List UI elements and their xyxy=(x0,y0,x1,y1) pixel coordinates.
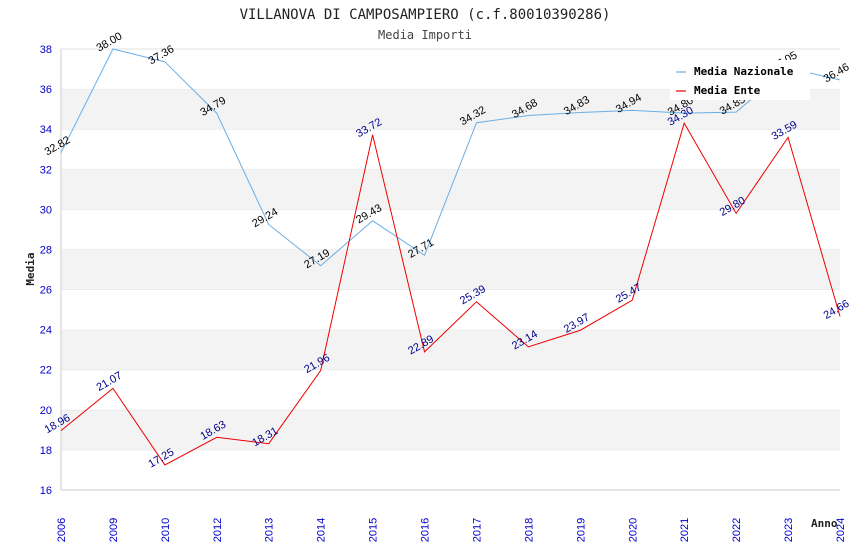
y-tick-label: 38 xyxy=(40,44,52,56)
x-tick-label: 2019 xyxy=(575,518,587,542)
y-tick-label: 34 xyxy=(40,124,52,136)
x-tick-label: 2021 xyxy=(679,518,691,542)
y-tick-labels: 16 18 20 22 24 26 28 30 32 34 36 38 xyxy=(40,44,52,497)
y-tick-label: 36 xyxy=(40,84,52,96)
y-tick-label: 26 xyxy=(40,285,52,297)
x-tick-label: 2010 xyxy=(160,518,172,542)
grid-band xyxy=(61,289,840,330)
grid-band xyxy=(61,209,840,250)
x-tick-label: 2017 xyxy=(471,518,483,542)
legend-label-media-nazionale: Media Nazionale xyxy=(694,65,794,78)
x-tick-label: 2013 xyxy=(264,518,276,542)
chart-title: VILLANOVA DI CAMPOSAMPIERO (c.f.80010390… xyxy=(240,7,611,23)
y-tick-label: 20 xyxy=(40,405,52,417)
y-tick-label: 18 xyxy=(40,445,52,457)
x-tick-label: 2024 xyxy=(835,518,847,542)
x-tick-label: 2022 xyxy=(731,518,743,542)
grid-band xyxy=(61,369,840,410)
y-tick-label: 28 xyxy=(40,244,52,256)
y-tick-label: 22 xyxy=(40,365,52,377)
grid-band xyxy=(61,449,840,490)
series-line-media-ente xyxy=(60,121,841,466)
legend: Media Nazionale Media Ente xyxy=(670,60,810,100)
chart-subtitle: Media Importi xyxy=(378,28,472,42)
legend-box xyxy=(670,60,810,100)
grid-band xyxy=(61,409,840,450)
series-lines xyxy=(60,48,841,466)
grid-bands xyxy=(61,48,840,490)
x-tick-label: 2006 xyxy=(56,518,68,542)
x-tick-label: 2020 xyxy=(627,518,639,542)
x-tick-label: 2023 xyxy=(783,518,795,542)
x-tick-label: 2015 xyxy=(368,518,380,542)
x-tick-label: 2018 xyxy=(523,518,535,542)
y-tick-label: 30 xyxy=(40,204,52,216)
legend-label-media-ente: Media Ente xyxy=(694,84,761,97)
y-tick-label: 32 xyxy=(40,164,52,176)
x-tick-label: 2014 xyxy=(316,518,328,542)
y-tick-label: 24 xyxy=(40,325,52,337)
x-tick-label: 2009 xyxy=(108,518,120,542)
x-tick-label: 2016 xyxy=(420,518,432,542)
y-axis-label: Media xyxy=(24,252,37,285)
y-tick-label: 16 xyxy=(40,485,52,497)
grid-band xyxy=(61,129,840,170)
x-tick-labels: 2006 2009 2010 2012 2013 2014 2015 2016 2017 2018… xyxy=(56,518,847,542)
grid-band xyxy=(61,249,840,290)
grid-band xyxy=(61,329,840,370)
axes xyxy=(60,49,840,491)
x-axis-label: Anno xyxy=(811,517,838,530)
x-tick-label: 2012 xyxy=(212,518,224,542)
series-line-media-nazionale xyxy=(60,48,841,267)
